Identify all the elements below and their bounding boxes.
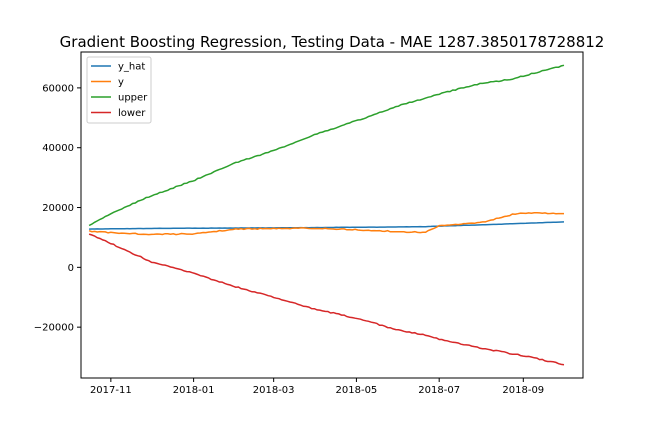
series-line-upper — [88, 64, 565, 227]
series-line-y-hat — [89, 221, 565, 230]
legend-label: y_hat — [118, 62, 145, 73]
x-axis: 2017-11 2018-01 2018-03 2018-05 2018-07 2018-… — [90, 378, 544, 396]
x-tick-label: 2018-07 — [418, 385, 460, 396]
x-tick-label: 2018-01 — [173, 385, 215, 396]
y-tick-label: 40000 — [42, 143, 74, 154]
legend-box — [86, 56, 152, 124]
y-tick-label: 20000 — [42, 203, 74, 214]
x-tick-label: 2018-05 — [336, 385, 378, 396]
x-tick-label: 2018-03 — [253, 385, 295, 396]
axes-frame — [80, 51, 584, 379]
legend-label: upper — [118, 93, 148, 104]
legend-label: y — [118, 77, 124, 88]
plot-area — [88, 64, 565, 366]
x-tick-label: 2017-11 — [90, 385, 132, 396]
y-tick-label: −20000 — [34, 323, 74, 334]
series-line-lower — [88, 233, 565, 366]
chart-title: Gradient Boosting Regression, Testing Da… — [60, 33, 605, 51]
y-axis: −20000 0 20000 40000 60000 — [34, 83, 81, 334]
y-tick-label: 0 — [68, 263, 74, 274]
x-tick-label: 2018-09 — [502, 385, 544, 396]
y-tick-label: 60000 — [42, 83, 74, 94]
legend-label: lower — [118, 108, 146, 119]
series-line-y — [88, 211, 564, 236]
